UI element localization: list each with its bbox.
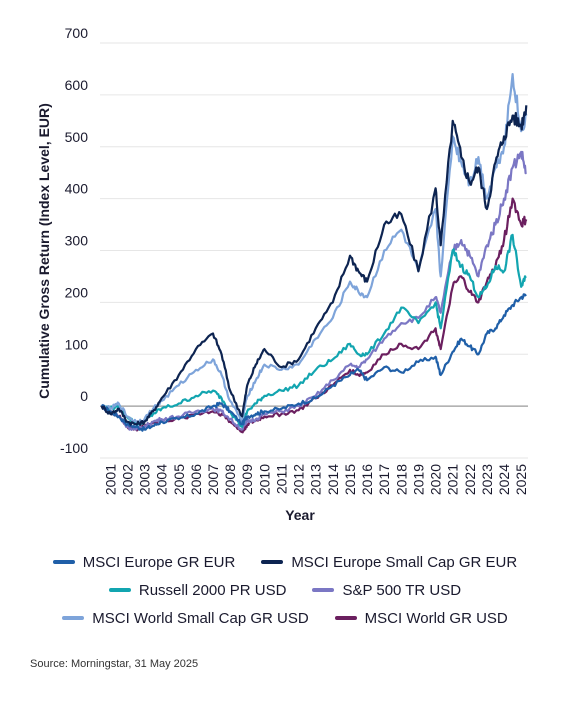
legend-label: MSCI World Small Cap GR USD bbox=[92, 609, 309, 627]
y-tick-label: 400 bbox=[65, 181, 89, 197]
legend-label: MSCI Europe Small Cap GR EUR bbox=[291, 553, 518, 571]
legend-item-msci-europe-small-cap: MSCI Europe Small Cap GR EUR bbox=[261, 554, 517, 571]
legend-row-2: Russell 2000 PR USD S&P 500 TR USD bbox=[0, 576, 570, 604]
x-tick-label: 2014 bbox=[325, 464, 341, 495]
y-tick-labels: -100 0 100 200 300 400 500 600 700 bbox=[60, 25, 88, 456]
y-tick-label: 100 bbox=[65, 336, 89, 352]
legend-swatch bbox=[52, 560, 75, 564]
legend-label: Russell 2000 PR USD bbox=[138, 581, 287, 599]
legend-label: MSCI World GR USD bbox=[364, 609, 508, 627]
legend-label: MSCI Europe GR EUR bbox=[82, 553, 236, 571]
legend-swatch bbox=[312, 588, 335, 592]
x-tick-label: 2013 bbox=[308, 464, 324, 495]
x-tick-label: 2008 bbox=[222, 464, 238, 495]
x-axis-title: Year bbox=[285, 507, 315, 523]
x-tick-label: 2009 bbox=[239, 464, 255, 495]
y-tick-label: 200 bbox=[65, 284, 89, 300]
x-tick-label: 2024 bbox=[496, 464, 512, 495]
legend-swatch bbox=[62, 616, 85, 620]
legend-item-russell-2000: Russell 2000 PR USD bbox=[108, 581, 287, 599]
y-tick-label: 300 bbox=[65, 233, 89, 249]
x-tick-label: 2021 bbox=[445, 464, 461, 495]
x-tick-label: 2007 bbox=[205, 464, 221, 495]
legend-item-sp500: S&P 500 TR USD bbox=[312, 582, 461, 599]
legend-label: S&P 500 TR USD bbox=[342, 581, 462, 599]
x-tick-label: 2011 bbox=[273, 464, 289, 494]
legend: MSCI Europe GR EUR MSCI Europe Small Cap… bbox=[0, 548, 570, 632]
legend-row-3: MSCI World Small Cap GR USD MSCI World G… bbox=[0, 604, 570, 632]
legend-item-msci-world-small-cap: MSCI World Small Cap GR USD bbox=[62, 609, 309, 627]
x-tick-label: 2006 bbox=[188, 464, 204, 495]
legend-row-1: MSCI Europe GR EUR MSCI Europe Small Cap… bbox=[0, 548, 570, 576]
series-line-s-p-500-tr-usd bbox=[101, 150, 527, 431]
x-tick-label: 2004 bbox=[154, 464, 170, 495]
x-tick-labels: 2001 2002 2003 2004 2005 2006 2007 2008 2009 2010… bbox=[102, 464, 529, 495]
x-tick-label: 2002 bbox=[119, 464, 135, 495]
x-tick-label: 2001 bbox=[102, 464, 118, 495]
x-tick-label: 2005 bbox=[171, 464, 187, 495]
x-tick-label: 2019 bbox=[410, 464, 426, 495]
series-lines bbox=[100, 73, 528, 434]
y-tick-label: 600 bbox=[65, 77, 89, 93]
legend-item-msci-europe: MSCI Europe GR EUR bbox=[52, 553, 236, 571]
y-tick-label: 700 bbox=[65, 25, 89, 41]
series-line-russell-2000-pr-usd bbox=[101, 233, 527, 428]
x-tick-label: 2022 bbox=[462, 464, 478, 495]
legend-item-msci-world: MSCI World GR USD bbox=[334, 609, 508, 627]
x-tick-label: 2018 bbox=[393, 464, 409, 495]
series-line-msci-europe-gr-eur bbox=[101, 293, 527, 432]
x-tick-label: 2003 bbox=[137, 464, 153, 495]
legend-swatch bbox=[261, 560, 284, 564]
legend-swatch bbox=[108, 588, 131, 592]
x-tick-label: 2025 bbox=[513, 464, 529, 495]
y-axis-title: Cumulative Gross Return (Index Level, EU… bbox=[36, 103, 52, 399]
source-note: Source: Morningstar, 31 May 2025 bbox=[30, 658, 199, 670]
y-tick-label: 500 bbox=[65, 129, 89, 145]
x-tick-label: 2020 bbox=[428, 464, 444, 495]
legend-swatch bbox=[334, 616, 357, 620]
x-tick-label: 2023 bbox=[479, 464, 495, 495]
x-tick-label: 2010 bbox=[256, 464, 272, 495]
series-line-msci-europe-small-cap-gr-eur bbox=[100, 105, 528, 426]
x-tick-label: 2016 bbox=[359, 464, 375, 495]
x-tick-label: 2012 bbox=[291, 464, 307, 495]
y-tick-label: -100 bbox=[60, 440, 88, 456]
x-tick-label: 2015 bbox=[342, 464, 358, 495]
y-tick-label: 0 bbox=[80, 388, 88, 404]
x-tick-label: 2017 bbox=[376, 464, 392, 495]
